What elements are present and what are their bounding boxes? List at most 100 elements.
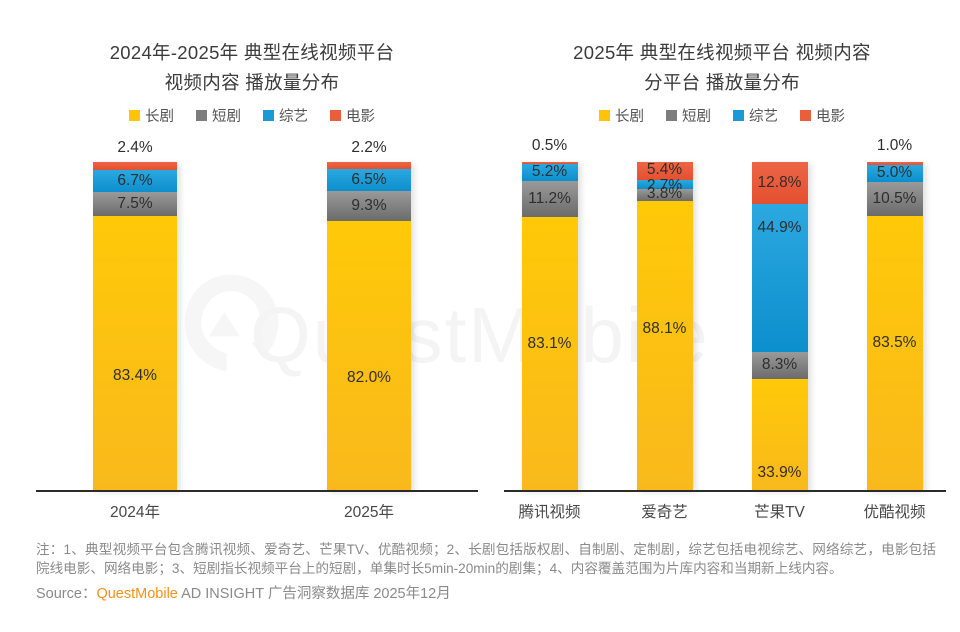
legend-item-long-drama[interactable]: 长剧: [599, 105, 644, 126]
segment-label-movie: 2.4%: [117, 139, 153, 157]
segment-label-long-drama: 83.1%: [527, 334, 572, 352]
segment-variety[interactable]: 2.7%: [636, 177, 693, 194]
bar-stack[interactable]: 1.0% 5.0% 10.5% 83.5%: [866, 137, 923, 490]
x-label-2024: 2024年: [110, 504, 160, 521]
legend-swatch-variety: [733, 109, 744, 121]
segment-short-drama[interactable]: 7.5%: [93, 191, 177, 217]
legend-swatch-short-drama: [666, 109, 677, 121]
segment-short-drama[interactable]: 8.3%: [751, 351, 808, 379]
source-prefix: Source：: [36, 586, 97, 602]
legend-swatch-movie: [330, 109, 341, 121]
bar-column-mango-tv: 12.8% 44.9% 8.3% 33.9%: [726, 140, 834, 490]
legend-label-long-drama: 长剧: [145, 108, 174, 125]
legend-swatch-long-drama: [129, 109, 140, 121]
left-chart-title: 2024年-2025年 典型在线视频平台 视频内容 播放量分布: [18, 0, 486, 98]
segment-long-drama[interactable]: 83.1%: [521, 217, 578, 490]
bar-stack[interactable]: 0.5% 5.2% 11.2% 83.1%: [521, 137, 578, 490]
bar-column-2024: 2.4% 6.7% 7.5% 83.4%: [66, 139, 204, 490]
segment-long-drama[interactable]: 83.4%: [93, 216, 177, 490]
charts-container: 2024年-2025年 典型在线视频平台 视频内容 播放量分布 长剧 短剧 综艺…: [18, 0, 952, 540]
right-chart-legend: 长剧 短剧 综艺 电影: [492, 105, 952, 126]
x-label-youku-video: 优酷视频: [863, 504, 926, 521]
segment-label-long-drama: 82.0%: [347, 368, 391, 386]
segment-long-drama[interactable]: 88.1%: [636, 201, 693, 490]
legend-label-short-drama: 短剧: [212, 108, 241, 125]
segment-label-movie: 1.0%: [876, 137, 913, 155]
legend-item-short-drama[interactable]: 短剧: [666, 105, 711, 126]
segment-label-long-drama: 33.9%: [757, 464, 802, 481]
segment-short-drama[interactable]: 9.3%: [327, 190, 411, 222]
legend-item-variety[interactable]: 综艺: [733, 105, 778, 126]
segment-movie[interactable]: 2.4%: [93, 139, 177, 170]
segment-variety[interactable]: 6.7%: [93, 169, 177, 192]
source-brand: QuestMobile: [96, 586, 178, 602]
bar-column-2025: 2.2% 6.5% 9.3% 82.0%: [300, 139, 438, 490]
segment-label-short-drama: 11.2%: [528, 190, 571, 208]
left-chart-title-line1: 2024年-2025年 典型在线视频平台: [109, 42, 395, 63]
legend-item-short-drama[interactable]: 短剧: [196, 105, 241, 126]
legend-label-long-drama: 长剧: [615, 108, 644, 125]
legend-swatch-movie: [800, 109, 811, 121]
segment-label-movie: 2.2%: [351, 139, 387, 157]
source-rest: AD INSIGHT 广告洞察数据库 2025年12月: [177, 586, 451, 602]
segment-label-short-drama: 8.3%: [761, 356, 798, 374]
segment-movie[interactable]: 5.4%: [636, 161, 693, 180]
footer: 注：1、典型视频平台包含腾讯视频、爱奇艺、芒果TV、优酷视频；2、长剧包括版权剧…: [36, 540, 936, 603]
legend-item-movie[interactable]: 电影: [330, 105, 375, 126]
segment-label-short-drama: 7.5%: [117, 195, 153, 213]
segment-label-long-drama: 83.5%: [872, 333, 917, 351]
segment-variety[interactable]: 44.9%: [751, 204, 808, 352]
segment-long-drama[interactable]: 83.5%: [866, 216, 923, 490]
segment-long-drama[interactable]: 82.0%: [327, 221, 411, 490]
segment-label-movie: 12.8%: [757, 174, 802, 192]
x-label-tencent-video: 腾讯视频: [518, 504, 581, 521]
left-chart-legend: 长剧 短剧 综艺 电影: [18, 105, 486, 126]
legend-swatch-long-drama: [599, 109, 610, 121]
legend-swatch-variety: [263, 109, 274, 121]
x-label-iqiyi: 爱奇艺: [641, 504, 688, 521]
bar-column-tencent-video: 0.5% 5.2% 11.2% 83.1%: [496, 137, 604, 490]
bar-stack[interactable]: 12.8% 44.9% 8.3% 33.9%: [751, 162, 808, 490]
right-chart-title-line2: 分平台 播放量分布: [644, 72, 800, 93]
x-label-mango-tv: 芒果TV: [754, 504, 805, 521]
segment-label-movie: 5.4%: [646, 161, 683, 179]
legend-item-variety[interactable]: 综艺: [263, 105, 308, 126]
legend-label-short-drama: 短剧: [682, 108, 711, 125]
right-chart-axis-line: [504, 490, 946, 492]
segment-short-drama[interactable]: 10.5%: [866, 181, 923, 217]
segment-label-variety: 5.0%: [876, 164, 913, 182]
right-chart-x-labels: 腾讯视频 爱奇艺 芒果TV 优酷视频: [492, 500, 952, 522]
segment-variety[interactable]: 5.2%: [521, 163, 578, 181]
bar-stack[interactable]: 2.4% 6.7% 7.5% 83.4%: [93, 139, 177, 490]
legend-label-movie: 电影: [816, 108, 845, 125]
segment-variety[interactable]: 6.5%: [327, 169, 411, 191]
right-chart-plot-area: 0.5% 5.2% 11.2% 83.1%: [492, 137, 952, 492]
legend-item-movie[interactable]: 电影: [800, 105, 845, 126]
left-chart-title-line2: 视频内容 播放量分布: [164, 72, 340, 93]
segment-variety[interactable]: 5.0%: [866, 164, 923, 182]
legend-item-long-drama[interactable]: 长剧: [129, 105, 174, 126]
segment-movie[interactable]: 2.2%: [327, 139, 411, 170]
right-chart-panel: 2025年 典型在线视频平台 视频内容 分平台 播放量分布 长剧 短剧 综艺 电…: [492, 0, 952, 540]
bar-stack[interactable]: 5.4% 2.7% 3.8% 88.1%: [636, 161, 693, 490]
segment-movie[interactable]: 12.8%: [751, 162, 808, 205]
segment-label-variety: 44.9%: [757, 219, 802, 237]
left-chart-x-labels: 2024年 2025年: [18, 500, 486, 522]
segment-label-long-drama: 83.4%: [113, 366, 157, 384]
segment-label-variety: 6.7%: [117, 171, 153, 189]
legend-label-variety: 综艺: [749, 108, 778, 125]
right-chart-bars: 0.5% 5.2% 11.2% 83.1%: [492, 137, 952, 490]
bar-stack[interactable]: 2.2% 6.5% 9.3% 82.0%: [327, 139, 411, 490]
segment-long-drama[interactable]: 33.9%: [751, 378, 808, 490]
segment-label-short-drama: 9.3%: [351, 196, 387, 214]
legend-label-variety: 综艺: [279, 108, 308, 125]
segment-short-drama[interactable]: 11.2%: [521, 180, 578, 218]
left-chart-axis-line: [36, 490, 478, 492]
segment-short-drama[interactable]: 3.8%: [636, 185, 693, 202]
x-label-2025: 2025年: [344, 504, 394, 521]
left-chart-panel: 2024年-2025年 典型在线视频平台 视频内容 播放量分布 长剧 短剧 综艺…: [18, 0, 486, 540]
left-chart-bars: 2.4% 6.7% 7.5% 83.4%: [18, 139, 486, 490]
right-chart-title: 2025年 典型在线视频平台 视频内容 分平台 播放量分布: [492, 0, 952, 98]
legend-label-movie: 电影: [346, 108, 375, 125]
bar-column-iqiyi: 5.4% 2.7% 3.8% 88.1%: [611, 140, 719, 490]
